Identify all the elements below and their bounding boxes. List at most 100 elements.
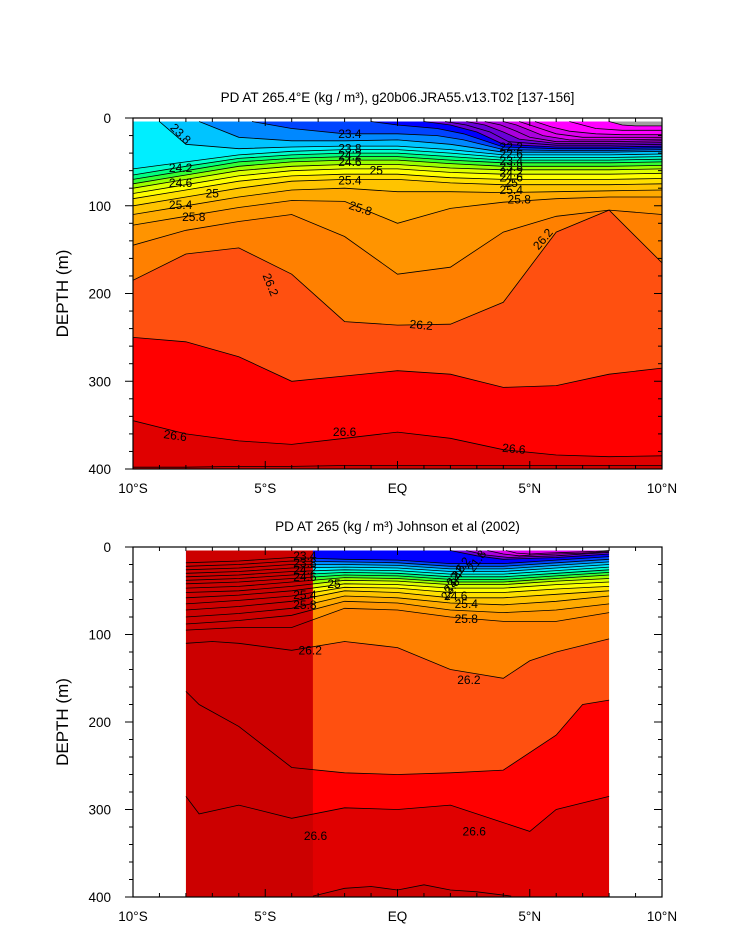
- contour-label: 24.6: [444, 589, 468, 603]
- contour-label: 25.4: [455, 597, 479, 611]
- contour-line: [185, 607, 610, 631]
- contour-line: [185, 572, 610, 585]
- contour-line: [133, 168, 662, 194]
- contour-band: [185, 550, 610, 897]
- contour-label: 23.8: [293, 556, 317, 570]
- contour-line: [450, 550, 610, 560]
- contour-label: 23.4: [293, 549, 317, 563]
- contour-line: [487, 550, 610, 557]
- contour-label: 26.6: [304, 829, 328, 843]
- y-tick-label: 0: [103, 111, 111, 126]
- contour-label: 25.8: [347, 198, 374, 219]
- contour-line: [185, 574, 610, 589]
- contour-line: [185, 796, 610, 832]
- contour-line: [185, 638, 610, 679]
- contour-line: [569, 121, 662, 131]
- contour-line: [133, 337, 662, 388]
- contour-label: 23.8: [338, 142, 362, 156]
- contour-line: [505, 550, 610, 555]
- contour-line: [371, 121, 662, 150]
- contour-label: 26.6: [463, 824, 487, 838]
- contour-label: 24.6: [293, 570, 317, 584]
- contour-label: 25.8: [455, 612, 479, 626]
- contour-line: [198, 121, 662, 153]
- contour-band: [133, 420, 662, 469]
- contour-line: [423, 121, 662, 148]
- contour-line: [445, 121, 662, 146]
- contour-label: 25.4: [169, 198, 193, 212]
- contour-label: 23.8: [500, 160, 524, 174]
- contour-line: [133, 164, 662, 189]
- contour-line: [185, 590, 610, 611]
- no-data-mask: [609, 547, 662, 897]
- y-axis-label: DEPTH (m): [53, 250, 72, 338]
- axis-ticks: 10°S 5°S EQ 5°N 10°N 0 100 200 300 400: [88, 111, 677, 496]
- contour-label: 24.2: [293, 563, 317, 577]
- y-tick-label: 100: [88, 199, 111, 214]
- contour-label: 26.2: [457, 673, 481, 687]
- contour-label: 25.4: [338, 173, 362, 187]
- contour-line: [185, 564, 610, 574]
- contour-label: 23.4: [338, 127, 362, 141]
- contour-label: 26.2: [299, 643, 323, 657]
- x-tick-label: 5°S: [254, 909, 276, 924]
- contour-line: [466, 121, 662, 144]
- chart-title: PD AT 265 (kg / m³) Johnson et al (2002): [275, 519, 520, 534]
- x-tick-label: 10°S: [118, 481, 147, 496]
- y-tick-label: 400: [88, 462, 111, 477]
- contour-line: [133, 149, 662, 170]
- contour-line: [185, 558, 610, 567]
- contour-line: [185, 569, 610, 581]
- contour-label: 24.6: [338, 155, 362, 169]
- chart-title: PD AT 265.4°E (kg / m³), g20b06.JRA55.v1…: [221, 90, 575, 105]
- contour-line: [133, 159, 662, 185]
- contour-line: [133, 209, 662, 275]
- contour-label: 22.6: [500, 147, 524, 161]
- contour-line: [185, 556, 610, 564]
- x-tick-label: 5°S: [254, 481, 276, 496]
- contour-label: 25: [505, 176, 519, 190]
- contour-line: [185, 561, 610, 571]
- contour-line: [534, 121, 662, 136]
- y-tick-label: 200: [88, 287, 111, 302]
- contour-line: [312, 884, 512, 897]
- contour-label: 25: [370, 164, 384, 178]
- contour-label: 25.4: [293, 588, 317, 602]
- contour-label: 24.2: [338, 149, 362, 163]
- y-axis-label: DEPTH (m): [53, 678, 72, 766]
- x-tick-label: 5°N: [518, 909, 541, 924]
- x-tick-label: 10°N: [647, 481, 677, 496]
- y-tick-label: 300: [88, 374, 111, 389]
- contour-line: [185, 595, 610, 618]
- contour-line: [185, 600, 610, 625]
- contour-line: [185, 578, 610, 593]
- y-tick-label: 300: [88, 803, 111, 818]
- contour-line: [185, 586, 610, 605]
- contour-line: [185, 691, 610, 775]
- contour-fills: [133, 118, 662, 469]
- x-tick-label: EQ: [388, 909, 408, 924]
- contour-line: [185, 566, 610, 578]
- y-tick-label: 100: [88, 628, 111, 643]
- contour-label: 24.6: [169, 176, 193, 190]
- contour-label: 26.6: [333, 425, 357, 439]
- contour-label: 25: [327, 577, 341, 591]
- contour-label: 26.6: [502, 441, 527, 457]
- contour-label: 22.2: [500, 140, 524, 154]
- contour-line: [133, 152, 662, 176]
- y-tick-label: 400: [88, 890, 111, 905]
- y-tick-label: 200: [88, 715, 111, 730]
- contour-label: 26.6: [163, 427, 188, 444]
- contour-label: 25.8: [508, 193, 532, 207]
- x-tick-label: EQ: [388, 481, 408, 496]
- x-tick-label: 10°N: [647, 909, 677, 924]
- contour-label: 26.2: [409, 317, 434, 333]
- contour-line: [503, 121, 662, 141]
- contour-line: [159, 121, 662, 156]
- contour-fills: [133, 547, 662, 897]
- contour-line: [251, 121, 662, 151]
- contour-line: [133, 187, 662, 215]
- contour-line: [133, 173, 662, 200]
